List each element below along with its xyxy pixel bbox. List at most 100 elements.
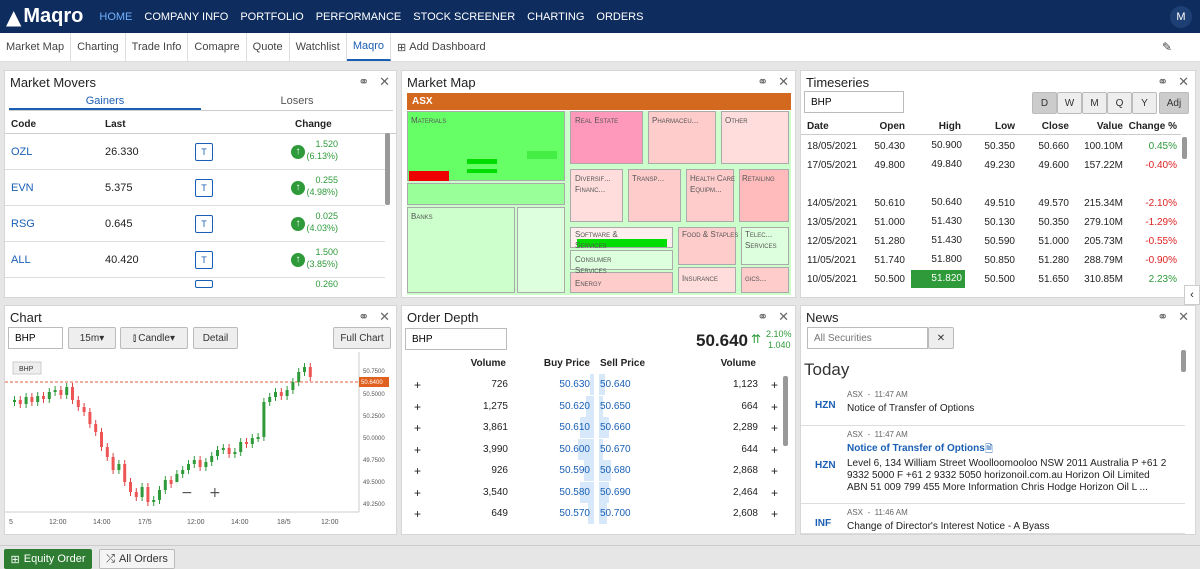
news-code[interactable]: HZN <box>815 460 836 471</box>
treemap-cell[interactable] <box>467 159 497 164</box>
depth-row[interactable]: + 649 50.570 50.700 2,608 + <box>402 503 786 525</box>
treemap-cell[interactable] <box>721 111 789 164</box>
securities-filter-input[interactable] <box>807 327 928 349</box>
buy-price[interactable]: 50.600 <box>559 443 590 455</box>
sell-price[interactable]: 50.670 <box>600 443 631 455</box>
treemap-cell[interactable] <box>570 250 673 270</box>
nav-stock-screener[interactable]: STOCK SCREENER <box>413 10 516 23</box>
tab-trade-info[interactable]: Trade Info <box>126 33 189 61</box>
add-dashboard-button[interactable]: ⊞ Add Dashboard <box>391 33 492 61</box>
tab-losers[interactable]: Losers <box>280 95 314 107</box>
treemap-cell[interactable] <box>570 272 673 293</box>
row-code[interactable]: EVN <box>11 182 34 194</box>
interval-select[interactable]: 15m ▾ <box>68 327 116 349</box>
link-icon[interactable]: ⚭ <box>1157 309 1169 324</box>
buy-price[interactable]: 50.620 <box>559 400 590 412</box>
table-row[interactable]: 0.260 <box>5 278 385 288</box>
link-icon[interactable]: ⚭ <box>757 74 769 89</box>
detail-button[interactable]: Detail <box>193 327 238 349</box>
treemap[interactable]: Materials Real Estate Pharmaceu... Other Div… <box>407 111 791 295</box>
period-y[interactable]: Y <box>1132 92 1157 114</box>
link-icon[interactable]: ⚭ <box>1157 74 1169 89</box>
treemap-cell[interactable] <box>467 169 497 173</box>
symbol-input[interactable] <box>8 327 63 349</box>
trade-button[interactable]: T <box>195 179 213 197</box>
table-row[interactable]: ALL 40.420 T ↑ 1.500 (3.85%) <box>5 242 385 278</box>
link-icon[interactable]: ⚭ <box>358 309 370 324</box>
sell-price[interactable]: 50.690 <box>600 486 631 498</box>
nav-home[interactable]: HOME <box>99 10 133 23</box>
news-headline[interactable]: Notice of Transfer of Options <box>847 403 975 414</box>
scrollbar[interactable] <box>385 133 390 205</box>
edit-pencil-icon[interactable]: ✎ <box>1161 40 1172 54</box>
news-item[interactable]: HZN ASX - 11:47 AM Notice of Transfer of… <box>801 426 1185 504</box>
buy-price[interactable]: 50.590 <box>559 465 590 476</box>
treemap-cell[interactable] <box>686 169 734 222</box>
period-m[interactable]: M <box>1082 92 1107 114</box>
tab-maqro[interactable]: Maqro <box>346 33 392 61</box>
nav-performance[interactable]: PERFORMANCE <box>315 10 402 23</box>
add-buy-icon[interactable]: + <box>414 464 422 478</box>
table-row[interactable]: RSG 0.645 T ↑ 0.025 (4.03%) <box>5 206 385 242</box>
table-row[interactable] <box>801 175 1181 194</box>
table-row[interactable]: EVN 5.375 T ↑ 0.255 (4.98%) <box>5 170 385 206</box>
treemap-cell[interactable] <box>570 111 643 164</box>
add-sell-icon[interactable]: + <box>770 485 778 500</box>
row-code[interactable]: RSG <box>11 218 35 230</box>
add-buy-icon[interactable]: + <box>414 507 422 521</box>
buy-price[interactable]: 50.580 <box>559 486 590 498</box>
trade-button[interactable]: T <box>195 143 213 161</box>
link-icon[interactable]: ⚭ <box>757 309 769 324</box>
depth-row[interactable]: + 3,861 50.610 50.660 2,289 + <box>402 417 786 439</box>
table-row[interactable]: OZL 26.330 T ↑ 1.520 (6.13%) <box>5 134 385 170</box>
all-orders-button[interactable]: ⤮ All Orders <box>99 549 175 569</box>
row-code[interactable]: ALL <box>11 254 31 266</box>
depth-row[interactable]: + 926 50.590 50.680 2,868 + <box>402 460 786 482</box>
add-sell-icon[interactable]: + <box>770 378 778 392</box>
news-headline[interactable]: Notice of Transfer of Options <box>847 443 985 454</box>
full-chart-button[interactable]: Full Chart <box>333 327 391 349</box>
depth-row[interactable]: + 1,275 50.620 50.650 664 + <box>402 395 786 418</box>
close-icon[interactable]: ✕ <box>1178 309 1189 324</box>
treemap-cell[interactable] <box>570 169 623 222</box>
symbol-input[interactable] <box>405 328 507 350</box>
add-sell-icon[interactable]: + <box>770 464 778 478</box>
nav-portfolio[interactable]: PORTFOLIO <box>240 10 304 23</box>
scrollbar[interactable] <box>1181 350 1186 372</box>
table-row[interactable]: 12/05/2021 51.280 51.430 50.590 51.000 2… <box>801 232 1181 251</box>
avatar[interactable]: M <box>1170 6 1192 28</box>
treemap-cell[interactable] <box>407 183 565 205</box>
buy-price[interactable]: 50.630 <box>559 379 590 390</box>
sell-price[interactable]: 50.640 <box>600 379 631 390</box>
equity-order-button[interactable]: ⊞ Equity Order <box>4 549 92 569</box>
add-buy-icon[interactable]: + <box>414 442 422 457</box>
table-row[interactable]: 13/05/2021 51.000 51.430 50.130 50.350 2… <box>801 213 1181 232</box>
chart-type-select[interactable]: ⫾ Candle ▾ <box>120 327 188 349</box>
depth-row[interactable]: + 3,990 50.600 50.670 644 + <box>402 438 786 461</box>
table-row[interactable]: 11/05/2021 51.740 51.800 50.850 51.280 2… <box>801 251 1181 270</box>
news-headline[interactable]: Change of Director's Interest Notice - A… <box>847 521 1050 532</box>
add-buy-icon[interactable]: + <box>414 485 422 500</box>
tab-charting[interactable]: Charting <box>71 33 126 61</box>
depth-row[interactable]: + 726 50.630 50.640 1,123 + <box>402 374 786 396</box>
sell-price[interactable]: 50.700 <box>600 508 631 519</box>
period-w[interactable]: W <box>1057 92 1082 114</box>
scrollbar[interactable] <box>783 376 788 446</box>
treemap-cell[interactable] <box>409 171 449 181</box>
sell-price[interactable]: 50.650 <box>600 400 631 412</box>
buy-price[interactable]: 50.570 <box>559 508 590 519</box>
treemap-cell[interactable] <box>741 267 789 293</box>
period-d[interactable]: D <box>1032 92 1057 114</box>
adjusted-toggle[interactable]: Adj <box>1159 92 1189 114</box>
add-sell-icon[interactable]: + <box>770 421 778 435</box>
close-icon[interactable]: ✕ <box>379 309 390 324</box>
sell-price[interactable]: 50.680 <box>600 465 631 476</box>
tab-market-map[interactable]: Market Map <box>0 33 72 61</box>
add-buy-icon[interactable]: + <box>414 378 422 392</box>
treemap-cell[interactable] <box>678 227 736 265</box>
clear-filter-icon[interactable]: ✕ <box>928 327 954 349</box>
table-row[interactable]: 18/05/2021 50.430 50.900 50.350 50.660 1… <box>801 137 1181 156</box>
buy-price[interactable]: 50.610 <box>559 422 590 433</box>
close-icon[interactable]: ✕ <box>379 74 390 89</box>
trade-button[interactable]: T <box>195 215 213 233</box>
